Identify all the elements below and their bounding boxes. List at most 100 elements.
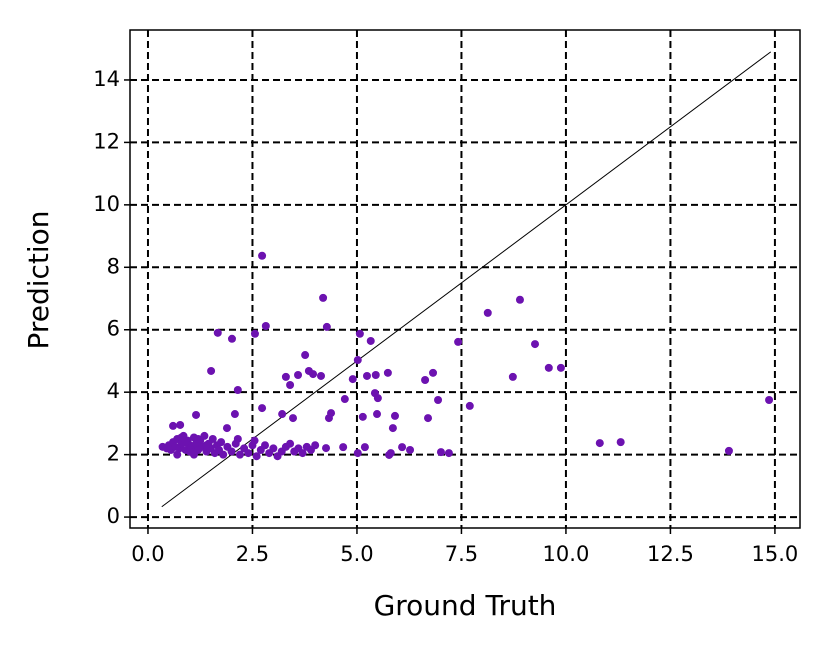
y-tick-label: 12	[93, 129, 120, 153]
point	[371, 371, 380, 380]
y-tick-label: 4	[107, 379, 120, 403]
point	[324, 414, 333, 423]
point	[373, 410, 382, 419]
x-tick-label: 15.0	[752, 542, 799, 566]
point	[281, 372, 290, 381]
point	[213, 328, 222, 337]
point	[444, 449, 453, 458]
point	[383, 368, 392, 377]
point	[202, 441, 211, 450]
point	[436, 448, 445, 457]
point	[278, 410, 287, 419]
point	[483, 308, 492, 317]
point	[406, 445, 415, 454]
point	[233, 435, 242, 444]
plot-frame	[129, 29, 801, 529]
x-tick-label: 0.0	[131, 542, 164, 566]
point	[311, 441, 320, 450]
point	[454, 337, 463, 346]
point	[258, 404, 267, 413]
point	[261, 441, 270, 450]
point	[233, 385, 242, 394]
point	[173, 450, 182, 459]
point	[301, 351, 310, 360]
point	[515, 295, 524, 304]
y-tick-label: 14	[93, 67, 120, 91]
x-tick-label: 12.5	[647, 542, 694, 566]
x-tick-label: 5.0	[340, 542, 373, 566]
point	[230, 410, 239, 419]
point	[362, 371, 371, 380]
point	[360, 443, 369, 452]
point	[322, 322, 331, 331]
point	[189, 450, 198, 459]
point	[169, 421, 178, 430]
point	[348, 375, 357, 384]
point	[309, 370, 318, 379]
point	[319, 293, 328, 302]
point	[261, 321, 270, 330]
y-tick-label: 8	[107, 254, 120, 278]
point	[724, 446, 733, 455]
point	[373, 394, 382, 403]
point	[353, 356, 362, 365]
point	[252, 452, 261, 461]
point	[217, 438, 226, 447]
point	[595, 439, 604, 448]
point	[235, 450, 244, 459]
point	[465, 401, 474, 410]
point	[421, 376, 430, 385]
point	[250, 436, 259, 445]
point	[544, 363, 553, 372]
y-tick-label: 6	[107, 317, 120, 341]
point	[531, 340, 540, 349]
point	[388, 424, 397, 433]
point	[207, 366, 216, 375]
point	[227, 447, 236, 456]
point	[434, 395, 443, 404]
point	[429, 368, 438, 377]
point	[398, 443, 407, 452]
point	[358, 412, 367, 421]
point	[298, 449, 307, 458]
point	[176, 420, 185, 429]
point	[340, 395, 349, 404]
point	[765, 395, 774, 404]
point	[250, 329, 259, 338]
point	[508, 372, 517, 381]
point	[385, 450, 394, 459]
point	[222, 424, 231, 433]
point	[208, 435, 217, 444]
point	[286, 439, 295, 448]
point	[366, 336, 375, 345]
y-tick-label: 2	[107, 442, 120, 466]
x-tick-label: 2.5	[236, 542, 269, 566]
point	[269, 444, 278, 453]
point	[317, 371, 326, 380]
point	[258, 251, 267, 260]
point	[286, 381, 295, 390]
point	[353, 449, 362, 458]
point	[177, 433, 186, 442]
x-tick-label: 10.0	[543, 542, 590, 566]
point	[200, 431, 209, 440]
point	[424, 414, 433, 423]
x-axis-title: Ground Truth	[374, 589, 557, 622]
point	[192, 410, 201, 419]
point	[289, 414, 298, 423]
point	[390, 411, 399, 420]
point	[294, 371, 303, 380]
y-tick-label: 10	[93, 192, 120, 216]
point	[322, 444, 331, 453]
y-axis-title: Prediction	[22, 210, 55, 349]
y-tick-label: 0	[107, 504, 120, 528]
point	[219, 450, 228, 459]
point	[355, 329, 364, 338]
point	[339, 443, 348, 452]
point	[616, 438, 625, 447]
reference-line	[161, 51, 772, 508]
point	[556, 363, 565, 372]
point	[194, 435, 203, 444]
